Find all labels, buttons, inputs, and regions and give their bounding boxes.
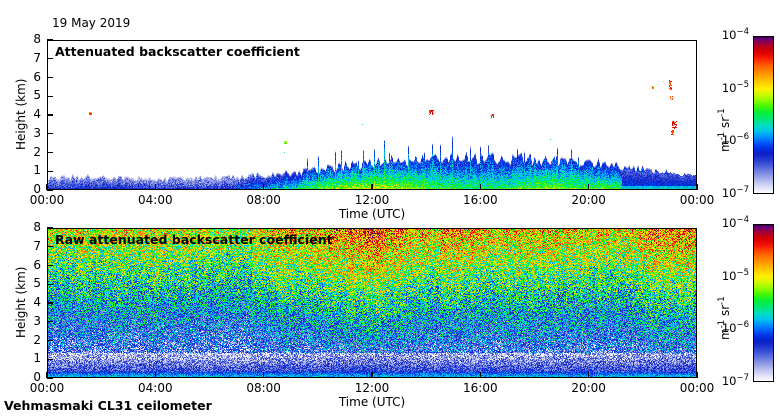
x-tick-mark-panel1: [587, 184, 590, 190]
x-tick-label-panel1: 00:00: [679, 193, 715, 207]
x-tick-label-panel1: 04:00: [138, 193, 173, 207]
x-tick-mark-panel1: [262, 184, 265, 190]
y-tick-label-panel1: 8: [33, 32, 41, 46]
x-tick-mark-panel2: [371, 372, 373, 378]
x-tick-mark-panel2: [46, 372, 48, 378]
colorbar-tick-label-panel2: 10−7: [721, 373, 749, 388]
x-tick-label-panel1: 12:00: [354, 193, 390, 207]
y-tick-mark-panel2: [47, 358, 53, 360]
y-tick-mark-panel1: [47, 39, 53, 41]
x-tick-mark-panel1: [696, 184, 698, 190]
x-tick-label-panel1: 08:00: [246, 193, 281, 207]
y-tick-mark-panel1: [47, 151, 53, 154]
x-tick-mark-panel2: [262, 372, 265, 378]
y-tick-mark-panel1: [47, 114, 53, 116]
y-tick-mark-panel1: [47, 133, 53, 135]
y-tick-label-panel1: 6: [33, 69, 41, 84]
y-tick-label-panel1: 1: [33, 163, 41, 178]
y-tick-label-panel1: 7: [33, 50, 41, 65]
y-tick-label-panel2: 1: [33, 351, 41, 366]
y-tick-mark-panel2: [47, 302, 53, 304]
colorbar-tick-label-panel2: 10−6: [721, 320, 749, 336]
x-tick-mark-panel1: [46, 184, 48, 190]
y-tick-label-panel2: 0: [33, 370, 41, 384]
y-tick-label-panel2: 3: [33, 313, 41, 328]
station-caption: Vehmasmaki CL31 ceilometer: [4, 398, 212, 413]
y-tick-label-panel2: 8: [33, 220, 41, 234]
y-tick-label-panel1: 4: [33, 107, 41, 121]
colorbar-tick-label-panel1: 10−5: [721, 79, 749, 95]
y-tick-label-panel2: 5: [33, 276, 41, 291]
y-tick-mark-panel1: [47, 189, 53, 191]
x-tick-mark-panel1: [154, 184, 157, 190]
x-axis-label-panel2: Time (UTC): [338, 395, 406, 409]
colorbar-tick-label-panel1: 10−6: [721, 132, 749, 148]
y-tick-mark-panel1: [47, 76, 53, 79]
x-tick-mark-panel2: [696, 372, 698, 378]
y-tick-label-panel2: 6: [33, 257, 41, 272]
x-tick-label-panel2: 00:00: [679, 381, 715, 395]
y-tick-mark-panel2: [47, 227, 53, 229]
y-tick-mark-panel2: [47, 283, 53, 285]
panel-title-attenuated-backscatter: Attenuated backscatter coefficient: [55, 44, 300, 59]
colorbar-panel1: [753, 36, 774, 194]
colorbar-panel2: [753, 224, 774, 382]
y-tick-label-panel1: 5: [33, 88, 41, 103]
y-tick-label-panel1: 2: [33, 144, 41, 159]
y-tick-mark-panel2: [47, 377, 53, 379]
x-tick-label-panel2: 12:00: [354, 381, 390, 395]
y-tick-mark-panel1: [47, 95, 53, 97]
x-tick-mark-panel2: [479, 372, 482, 378]
panel-title-raw-attenuated-backscatter: Raw attenuated backscatter coefficient: [55, 232, 333, 247]
x-tick-label-panel2: 16:00: [463, 381, 498, 395]
x-tick-label-panel1: 20:00: [571, 193, 606, 207]
y-tick-label-panel1: 0: [33, 182, 41, 196]
y-tick-mark-panel2: [47, 321, 53, 323]
x-tick-mark-panel2: [587, 372, 590, 378]
y-tick-label-panel2: 7: [33, 238, 41, 253]
x-tick-label-panel2: 08:00: [246, 381, 281, 395]
x-tick-label-panel2: 20:00: [571, 381, 606, 395]
x-tick-label-panel1: 00:00: [29, 193, 65, 207]
colorbar-tick-label-panel2: 10−4: [721, 215, 749, 230]
y-tick-label-panel2: 2: [33, 332, 41, 347]
x-tick-label-panel2: 00:00: [29, 381, 65, 395]
x-tick-label-panel1: 16:00: [463, 193, 498, 207]
x-tick-label-panel2: 04:00: [138, 381, 173, 395]
plot-area-attenuated-backscatter: [47, 40, 697, 190]
colorbar-tick-label-panel2: 10−5: [721, 267, 749, 283]
x-tick-mark-panel2: [154, 372, 157, 378]
y-tick-mark-panel2: [47, 339, 53, 342]
y-tick-mark-panel2: [47, 246, 53, 248]
y-tick-mark-panel1: [47, 58, 53, 60]
y-tick-mark-panel1: [47, 170, 53, 172]
y-tick-mark-panel2: [47, 264, 53, 267]
colorbar-tick-label-panel1: 10−7: [721, 185, 749, 200]
x-tick-mark-panel1: [479, 184, 482, 190]
plot-area-raw-attenuated-backscatter: [47, 228, 697, 378]
y-tick-label-panel2: 4: [33, 295, 41, 309]
x-axis-label-panel1: Time (UTC): [338, 207, 406, 221]
date-label: 19 May 2019: [52, 16, 131, 30]
x-tick-mark-panel1: [371, 184, 373, 190]
y-tick-label-panel1: 3: [33, 125, 41, 140]
colorbar-tick-label-panel1: 10−4: [721, 27, 749, 42]
